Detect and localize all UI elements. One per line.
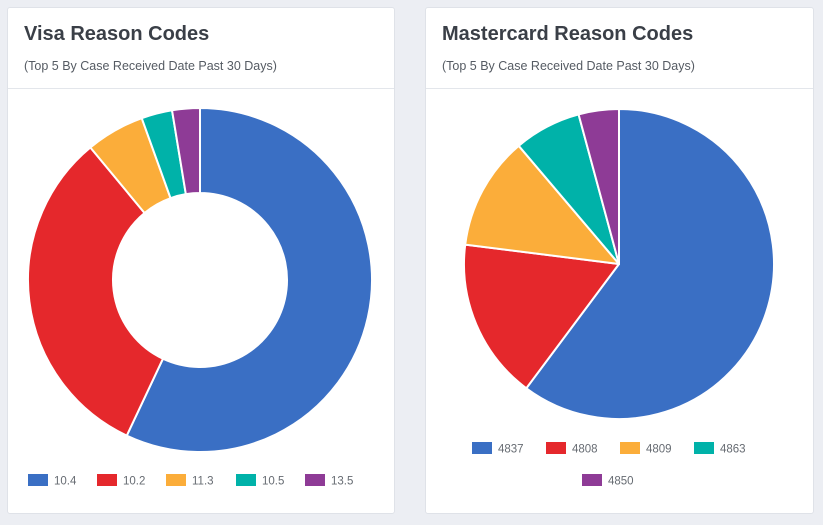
mastercard-legend-label: 4808 — [572, 444, 598, 456]
visa-legend-item-10-4[interactable]: 10.4 — [28, 474, 77, 488]
visa-chart-title: Visa Reason Codes — [24, 23, 210, 45]
visa-legend-item-10-2[interactable]: 10.2 — [97, 474, 145, 488]
visa-legend-item-11-3[interactable]: 11.3 — [166, 474, 214, 488]
visa-chart-subtitle: (Top 5 By Case Received Date Past 30 Day… — [24, 59, 277, 73]
visa-legend-swatch — [28, 474, 48, 486]
visa-slice-13-5[interactable] — [171, 107, 201, 196]
visa-legend-swatch — [166, 474, 186, 486]
visa-legend-label: 13.5 — [331, 476, 353, 488]
mastercard-legend-item-4850[interactable]: 4850 — [582, 474, 634, 488]
mastercard-legend-swatch — [694, 442, 714, 454]
mastercard-chart-subtitle: (Top 5 By Case Received Date Past 30 Day… — [442, 59, 695, 73]
visa-legend-swatch — [236, 474, 256, 486]
mastercard-chart-title: Mastercard Reason Codes — [442, 23, 694, 45]
mastercard-legend-item-4808[interactable]: 4808 — [546, 442, 598, 456]
mastercard-legend: 4837 4808 4809 4863 4850 — [472, 442, 746, 488]
mastercard-slice-4850[interactable] — [577, 108, 620, 265]
mastercard-slice-4808[interactable] — [463, 243, 620, 390]
mastercard-legend-swatch — [582, 474, 602, 486]
visa-legend: 10.4 10.2 11.3 10.5 13.5 — [28, 474, 353, 488]
mastercard-legend-label: 4863 — [720, 444, 746, 456]
visa-legend-label: 10.2 — [123, 476, 145, 488]
mastercard-legend-label: 4837 — [498, 444, 524, 456]
mastercard-legend-item-4863[interactable]: 4863 — [694, 442, 746, 456]
visa-legend-label: 10.5 — [262, 476, 284, 488]
mastercard-legend-item-4809[interactable]: 4809 — [620, 442, 672, 456]
visa-legend-item-10-5[interactable]: 10.5 — [236, 474, 284, 488]
visa-legend-swatch — [97, 474, 117, 486]
visa-slice-10-2[interactable] — [27, 146, 164, 437]
mastercard-pie-chart — [463, 108, 775, 420]
mastercard-legend-swatch — [546, 442, 566, 454]
visa-legend-swatch — [305, 474, 325, 486]
visa-legend-label: 10.4 — [54, 476, 77, 488]
mastercard-legend-swatch — [472, 442, 492, 454]
visa-card-header: Visa Reason Codes (Top 5 By Case Receive… — [8, 8, 394, 89]
mastercard-legend-item-4837[interactable]: 4837 — [472, 442, 524, 456]
visa-pie-chart — [27, 107, 374, 453]
mastercard-slice-4809[interactable] — [464, 144, 620, 265]
mastercard-legend-swatch — [620, 442, 640, 454]
mastercard-legend-label: 4850 — [608, 476, 634, 488]
visa-legend-label: 11.3 — [192, 476, 214, 488]
mastercard-legend-label: 4809 — [646, 444, 672, 456]
visa-legend-item-13-5[interactable]: 13.5 — [305, 474, 353, 488]
mastercard-card-header: Mastercard Reason Codes (Top 5 By Case R… — [426, 8, 813, 89]
mastercard-slice-4837[interactable] — [525, 108, 775, 420]
visa-slice-10-4[interactable] — [125, 107, 374, 453]
